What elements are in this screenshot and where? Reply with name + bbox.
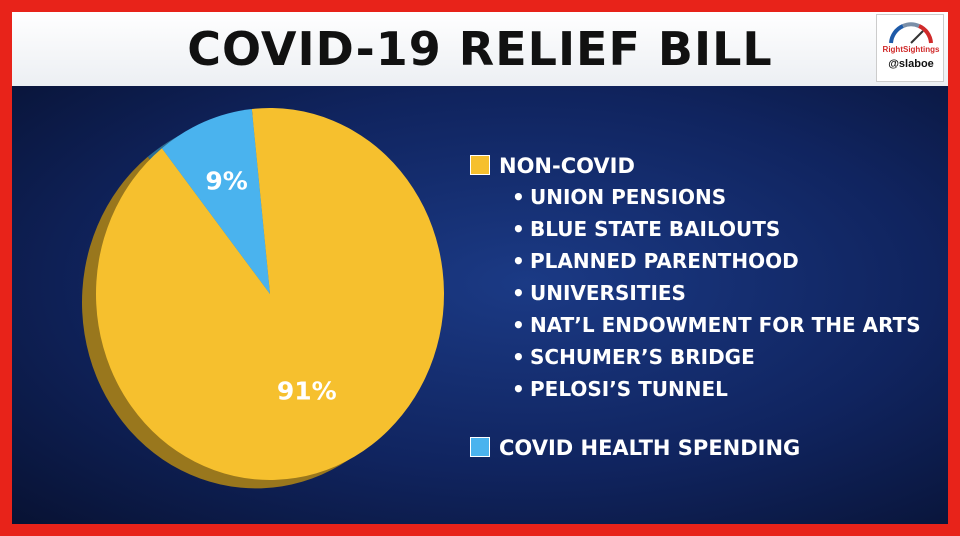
legend-list-item: • NAT’L ENDOWMENT FOR THE ARTS — [470, 310, 940, 342]
legend-item-list: • UNION PENSIONS • BLUE STATE BAILOUTS • PLAN… — [470, 182, 940, 406]
legend-list-item: • SCHUMER’S BRIDGE — [470, 342, 940, 374]
pie-slice-covid-health-spending — [161, 109, 270, 295]
pie-slice-non-covid — [95, 108, 444, 480]
legend-list-item-text: BLUE STATE BAILOUTS — [530, 217, 781, 241]
legend-swatch — [470, 437, 490, 457]
speedometer-icon — [889, 22, 933, 44]
legend-list-item-text: PELOSI’S TUNNEL — [530, 377, 728, 401]
bullet-icon: • — [512, 185, 525, 209]
watermark-logo: RightSightings @slaboe — [876, 14, 944, 82]
chart-panel: 91% 9% NON-COVID • UNION PENSIONS • BLUE STAT… — [12, 86, 948, 524]
legend-entry: NON-COVID — [470, 150, 940, 182]
legend-list-item: • BLUE STATE BAILOUTS — [470, 214, 940, 246]
watermark-brand: RightSightings — [882, 45, 940, 54]
pie-value-label: 9% — [205, 166, 247, 195]
legend-label: COVID HEALTH SPENDING — [499, 436, 801, 460]
legend-list-item-text: UNIVERSITIES — [530, 281, 686, 305]
legend-list-item-text: UNION PENSIONS — [530, 185, 727, 209]
bullet-icon: • — [512, 345, 525, 369]
legend-list-item: • UNIVERSITIES — [470, 278, 940, 310]
legend-label: NON-COVID — [499, 154, 635, 178]
legend-entry: COVID HEALTH SPENDING — [470, 432, 940, 464]
pie-chart: 91% 9% — [82, 108, 444, 489]
watermark-handle: @slaboe — [888, 58, 934, 70]
bullet-icon: • — [512, 217, 525, 241]
pie-value-label: 91% — [277, 376, 337, 405]
legend-list-item: • PELOSI’S TUNNEL — [470, 374, 940, 406]
legend-list-item-text: NAT’L ENDOWMENT FOR THE ARTS — [530, 313, 921, 337]
legend: NON-COVID • UNION PENSIONS • BLUE STATE BAIL… — [470, 150, 940, 464]
bullet-icon: • — [512, 249, 525, 273]
graphic-frame: COVID-19 RELIEF BILL RightSightings @sla… — [12, 12, 948, 524]
legend-list-item: • UNION PENSIONS — [470, 182, 940, 214]
bullet-icon: • — [512, 281, 525, 305]
bullet-icon: • — [512, 377, 525, 401]
bullet-icon: • — [512, 313, 525, 337]
legend-list-item-text: SCHUMER’S BRIDGE — [530, 345, 755, 369]
title-bar: COVID-19 RELIEF BILL RightSightings @sla… — [12, 12, 948, 86]
legend-list-item: • PLANNED PARENTHOOD — [470, 246, 940, 278]
chart-title: COVID-19 RELIEF BILL — [187, 22, 773, 76]
legend-swatch — [470, 155, 490, 175]
legend-list-item-text: PLANNED PARENTHOOD — [530, 249, 799, 273]
